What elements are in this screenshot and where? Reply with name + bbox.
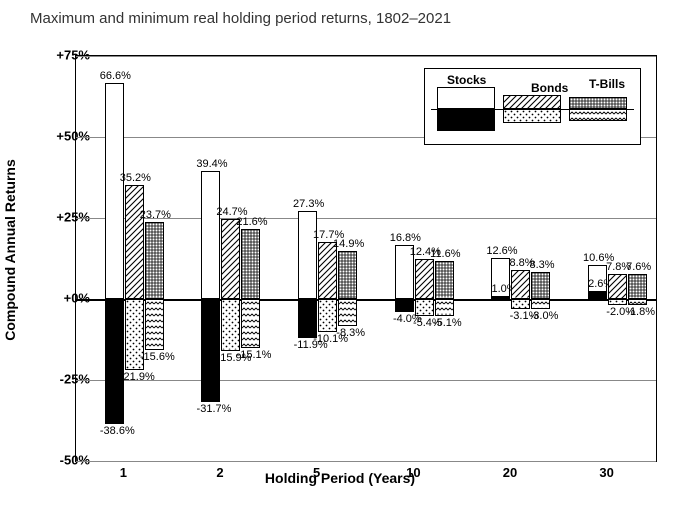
x-axis-label: Holding Period (Years) [0,470,680,486]
y-axis-label: Compound Annual Returns [2,159,18,340]
chart-title: Maximum and minimum real holding period … [30,10,451,27]
